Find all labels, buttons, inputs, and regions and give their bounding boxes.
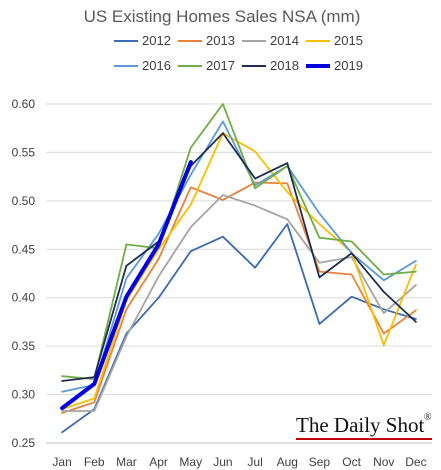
series-line-2018 [61, 132, 417, 382]
x-tick-label: Apr [149, 455, 168, 469]
x-tick-label: Jul [247, 455, 262, 469]
x-tick-label: Aug [277, 455, 298, 469]
x-tick-label: May [179, 455, 202, 469]
x-tick-label: Sep [309, 455, 331, 469]
y-tick-label: 0.25 [12, 436, 36, 450]
series-line-2012 [61, 223, 417, 434]
series-line-2013 [61, 181, 417, 414]
legend-label-2015: 2015 [334, 33, 363, 48]
y-tick-label: 0.35 [12, 339, 36, 353]
series-line-2015 [61, 132, 417, 411]
registered-mark: ® [424, 412, 432, 423]
x-tick-label: Mar [116, 455, 137, 469]
y-tick-label: 0.40 [12, 291, 36, 305]
legend-label-2018: 2018 [270, 58, 299, 73]
y-tick-label: 0.45 [12, 242, 36, 256]
series-line-2019 [60, 160, 193, 411]
y-tick-label: 0.60 [12, 97, 36, 111]
legend-label-2017: 2017 [206, 58, 235, 73]
legend-label-2012: 2012 [142, 33, 171, 48]
legend-label-2013: 2013 [206, 33, 235, 48]
legend-label-2016: 2016 [142, 58, 171, 73]
y-tick-label: 0.55 [12, 145, 36, 159]
y-axis: 0.25 0.30 0.35 0.40 0.45 0.50 0.55 0.60 [12, 97, 36, 450]
x-tick-label: Nov [373, 455, 394, 469]
y-tick-label: 0.30 [12, 388, 36, 402]
legend-label-2014: 2014 [270, 33, 299, 48]
series-lines [60, 103, 417, 434]
x-tick-label: Jan [52, 455, 71, 469]
x-tick-label: Feb [84, 455, 105, 469]
legend: 2012 2013 2014 2015 2016 2017 2018 2019 [114, 33, 363, 73]
chart-title: US Existing Homes Sales NSA (mm) [84, 7, 361, 26]
legend-label-2019: 2019 [334, 58, 363, 73]
x-tick-label: Oct [342, 455, 361, 469]
daily-shot-watermark: The Daily Shot ® [296, 412, 432, 440]
watermark-text: The Daily Shot [296, 413, 424, 437]
x-tick-label: Dec [405, 455, 426, 469]
series-line-2017 [61, 103, 417, 381]
y-tick-label: 0.50 [12, 194, 36, 208]
series-line-2016 [61, 120, 417, 393]
x-tick-label: Jun [213, 455, 232, 469]
x-axis: Jan Feb Mar Apr May Jun Jul Aug Sep Oct Nov Dec [52, 455, 426, 469]
